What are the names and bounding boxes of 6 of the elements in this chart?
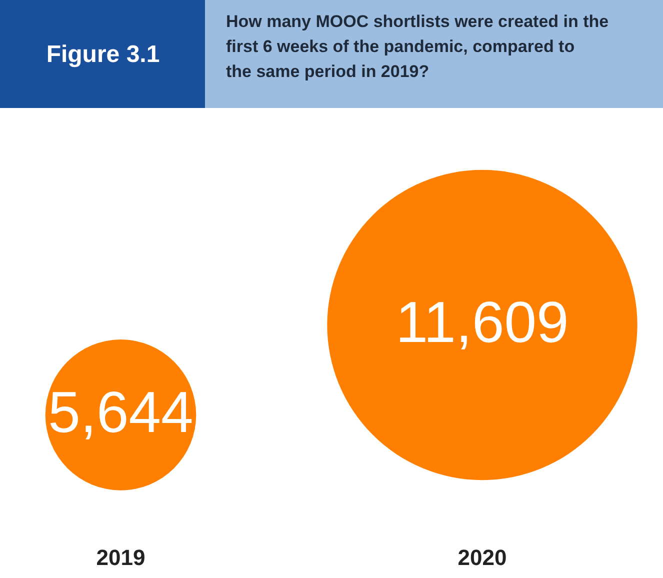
category-label: 2019 [96,545,146,570]
category-label: 2020 [458,545,507,570]
text: How many MOOC shortlists were created in the first 6 weeks of the pandemic, compared to the same period in 2019? [226,12,609,81]
text: Figure 3.1 [46,41,160,68]
data-label: 11,609 [396,290,569,355]
data-label: 5,644 [48,380,194,445]
